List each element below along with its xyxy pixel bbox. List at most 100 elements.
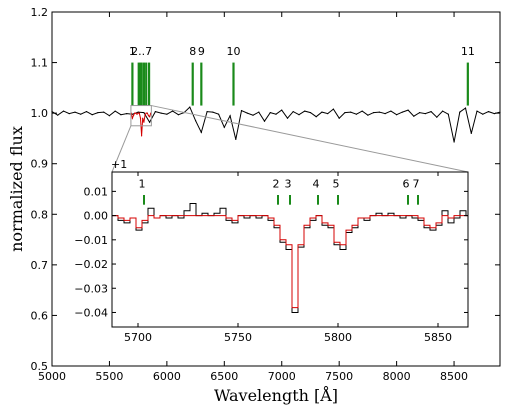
series-point-0	[476, 110, 478, 112]
series-point-0	[74, 111, 76, 113]
series-point-0	[223, 126, 225, 128]
series-point-0	[80, 113, 82, 115]
y-tick-label: 0.5	[31, 360, 49, 373]
series-point-0	[401, 111, 403, 113]
series-point-0	[464, 107, 467, 109]
series-point-0	[407, 109, 409, 111]
series-point-0	[482, 113, 484, 115]
series-point-0	[413, 115, 415, 117]
line-marker-label: 2..7	[131, 45, 152, 58]
series-point-0	[309, 112, 312, 114]
inset-series-line-1	[112, 215, 468, 309]
inset-x-tick-label: 5800	[324, 331, 352, 344]
inset-ticks: 5700 5750 5800 5850 0.01 0.00 −0.01 −0.02 −0.03 −…	[74, 172, 468, 344]
series-point-0	[298, 114, 300, 116]
line-marker-label: 11	[461, 45, 475, 58]
series-point-0	[166, 113, 168, 115]
series-point-0	[315, 116, 317, 118]
series-point-0	[149, 121, 151, 123]
x-tick-label: 5500	[95, 370, 123, 383]
series-point-0	[292, 111, 294, 113]
series-point-0	[442, 110, 444, 112]
series-point-0	[240, 110, 243, 112]
inset-line-marker-label: 5	[333, 178, 340, 191]
line-marker-label: 9	[198, 45, 205, 58]
x-tick-label: 7000	[268, 370, 296, 383]
series-point-0	[172, 110, 174, 112]
main-line-markers: 12..7 8 9 10 11	[129, 45, 475, 106]
series-point-0	[200, 131, 202, 133]
series-point-0	[447, 113, 449, 115]
line-marker-label: 10	[226, 45, 240, 58]
series-point-1	[142, 117, 144, 119]
series-point-0	[384, 113, 386, 115]
zoom-connector-left	[111, 125, 132, 173]
y-tick-label: 0.9	[31, 158, 49, 171]
x-tick-label: 7500	[325, 370, 353, 383]
series-point-1	[133, 114, 135, 116]
series-point-0	[459, 111, 461, 113]
y-tick-label: 1.2	[31, 6, 49, 19]
series-point-1	[135, 112, 137, 114]
series-point-1	[147, 115, 150, 117]
series-point-0	[57, 114, 59, 116]
line-marker-label: 8	[189, 45, 196, 58]
series-point-1	[143, 121, 145, 123]
series-point-0	[137, 111, 139, 113]
series-point-0	[195, 120, 197, 122]
series-point-0	[177, 114, 179, 116]
inset-line-marker-label: 4	[313, 178, 320, 191]
zoom-connectors	[111, 105, 469, 173]
series-point-0	[114, 110, 116, 112]
inset-line-marker-label: 3	[285, 178, 292, 191]
series-point-0	[367, 114, 369, 116]
series-point-0	[361, 110, 363, 112]
inset-y-tick-label: 0.01	[84, 185, 109, 198]
series-point-0	[355, 113, 357, 115]
series-point-1	[145, 112, 147, 114]
inset-y-tick-label: −0.02	[74, 258, 108, 271]
series-point-0	[91, 114, 93, 116]
series-point-0	[327, 113, 329, 115]
inset-series	[112, 203, 468, 313]
x-tick-label: 5000	[38, 370, 66, 383]
series-point-1	[131, 117, 133, 119]
series-point-0	[390, 110, 392, 112]
inset-x-tick-label: 5700	[124, 331, 152, 344]
series-point-0	[332, 108, 334, 110]
main-ticks: 5000 5500 6000 6500 7000 7500 8000 8500 0.5 0.6 0.…	[31, 6, 500, 383]
inset-y-tick-label: −0.01	[74, 234, 108, 247]
series-point-0	[493, 113, 495, 115]
series-point-0	[263, 120, 266, 122]
series-point-0	[143, 112, 145, 114]
series-line-0	[51, 106, 501, 143]
series-point-0	[154, 111, 156, 113]
series-point-0	[304, 110, 306, 112]
series-point-1	[139, 117, 142, 119]
series-point-1	[137, 112, 139, 114]
series-point-0	[344, 112, 346, 114]
inset-line-marker-label: 6	[403, 178, 410, 191]
series-point-0	[229, 115, 231, 117]
inset-offset-label: +1	[111, 158, 127, 171]
series-point-0	[436, 116, 438, 118]
series-point-0	[424, 113, 426, 115]
inset-line-marker-label: 2	[273, 178, 280, 191]
x-axis-title: Wavelength [Å]	[214, 385, 338, 405]
zoom-connector-right	[151, 105, 469, 173]
series-point-0	[120, 114, 122, 116]
series-point-0	[206, 111, 208, 113]
inset-frame	[111, 171, 469, 328]
series-point-0	[350, 111, 352, 113]
series-point-1	[149, 116, 151, 118]
series-point-0	[246, 112, 248, 114]
series-point-0	[235, 138, 237, 140]
series-point-1	[144, 114, 146, 116]
series-point-0	[286, 117, 289, 119]
series-point-0	[189, 106, 191, 108]
y-tick-label: 1.1	[31, 57, 49, 70]
series-line-1	[130, 112, 152, 136]
series-point-0	[68, 113, 70, 115]
